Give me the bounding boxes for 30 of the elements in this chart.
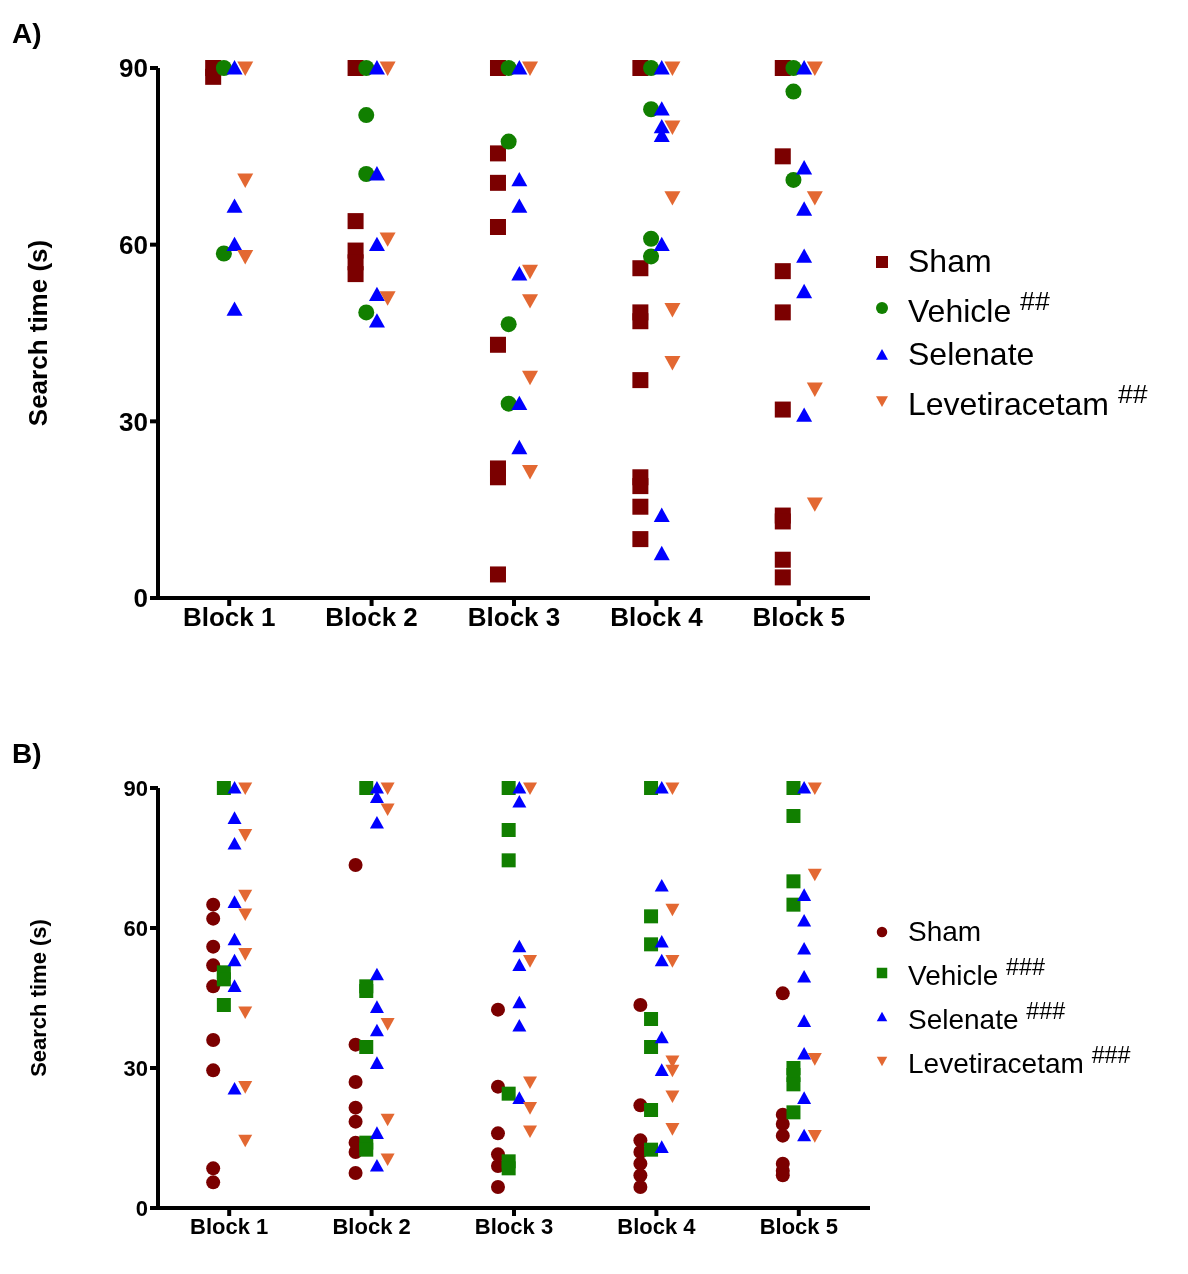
legend-label: Selenate $^{###}$ <box>908 997 1066 1037</box>
legend-label: Levetiracetam $^{###}$ <box>908 1042 1131 1081</box>
y-tick-label: 60 <box>119 229 148 260</box>
legend-label: Vehicle $^{###}$ <box>908 953 1046 992</box>
y-tick-label: 30 <box>119 406 148 437</box>
y-tick-label: 0 <box>135 1195 148 1221</box>
legend-label: Vehicle $^{##}$ <box>908 286 1050 330</box>
chart-title: A) <box>12 18 42 50</box>
y-axis-title: Search time (s) <box>25 919 51 1077</box>
y-tick-label: 0 <box>133 583 148 614</box>
x-tick-label: Block 3 <box>474 1213 554 1239</box>
chart-title: B) <box>12 738 42 770</box>
x-tick-label: Block 3 <box>467 602 561 633</box>
legend-label: Levetiracetam $^{##}$ <box>908 379 1148 423</box>
legend-label: Sham <box>908 243 992 281</box>
y-axis-title: Search time (s) <box>23 239 54 427</box>
x-tick-label: Block 2 <box>325 602 418 633</box>
x-tick-label: Block 5 <box>752 602 846 633</box>
x-tick-label: Block 4 <box>617 1213 697 1239</box>
y-tick-label: 90 <box>123 775 148 801</box>
y-tick-label: 90 <box>119 53 148 84</box>
x-tick-label: Block 4 <box>610 602 704 633</box>
y-tick-label: 60 <box>123 915 148 941</box>
y-tick-label: 30 <box>123 1055 148 1081</box>
x-tick-label: Block 1 <box>190 1213 269 1239</box>
legend-label: Sham <box>908 915 982 948</box>
x-tick-label: Block 2 <box>332 1213 411 1239</box>
legend-label: Selenate <box>908 336 1035 373</box>
x-tick-label: Block 1 <box>182 602 276 633</box>
x-tick-label: Block 5 <box>759 1213 838 1239</box>
